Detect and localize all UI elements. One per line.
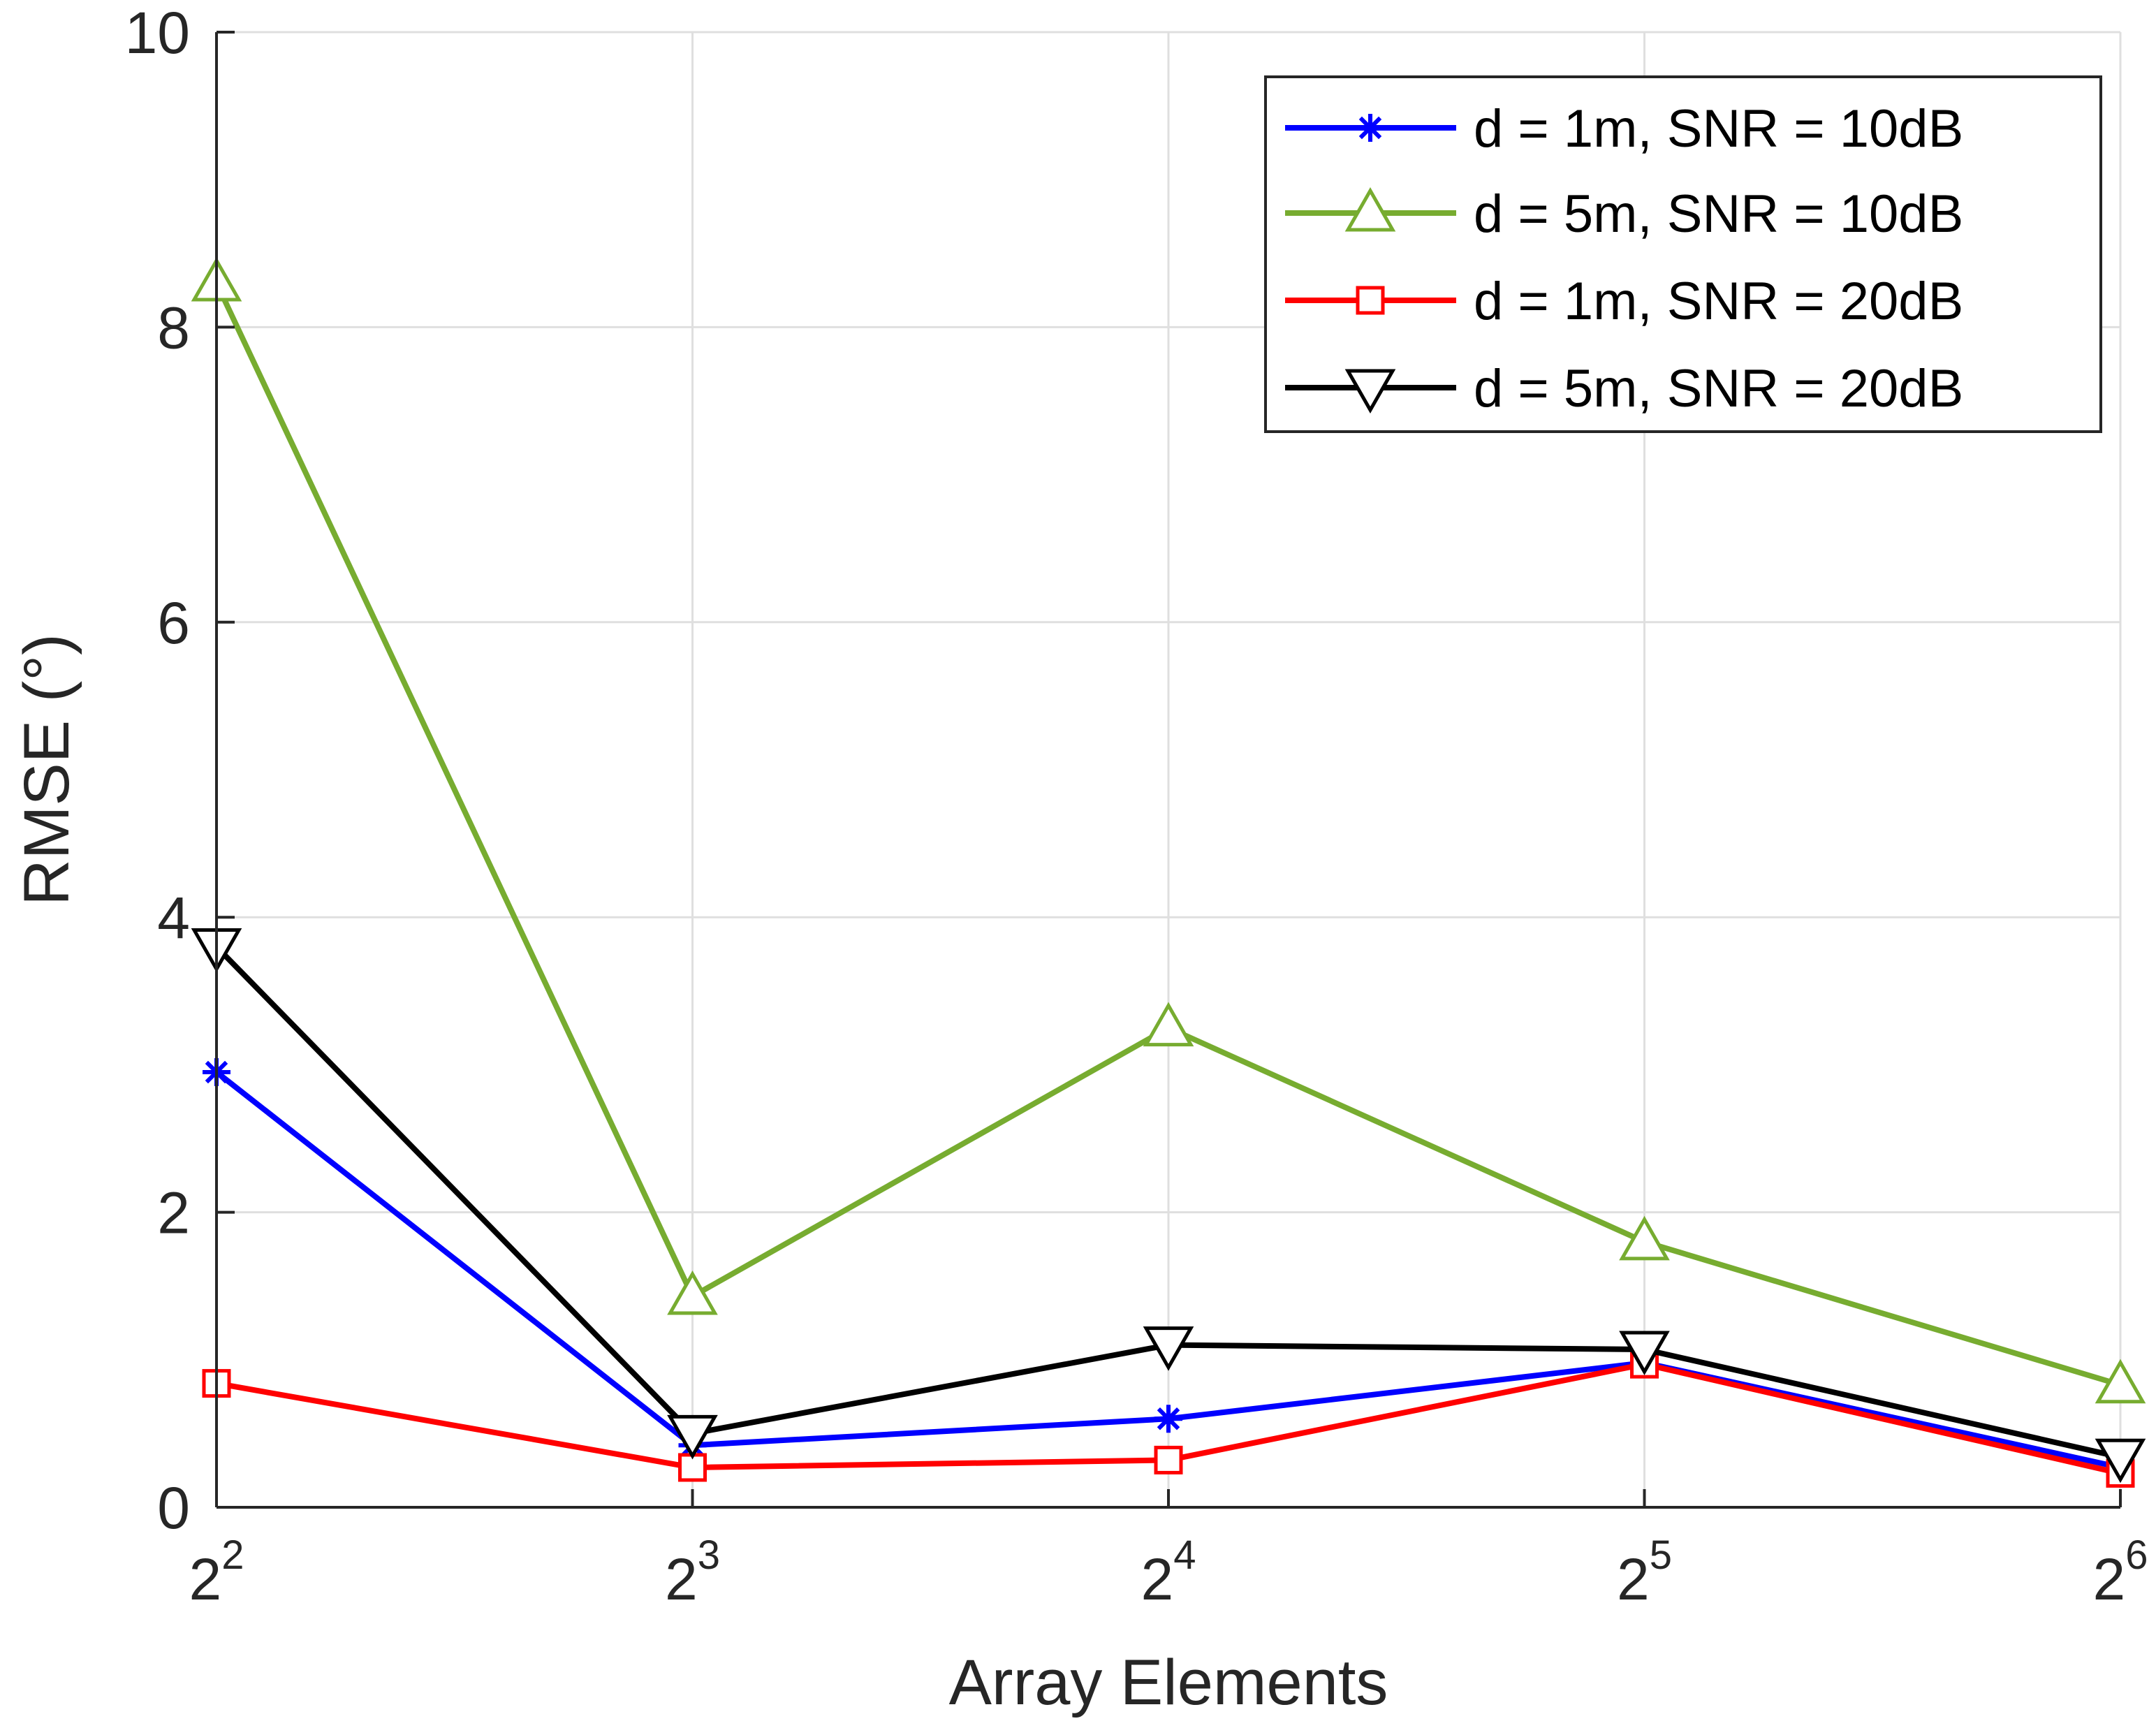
- data-point: [667, 1414, 718, 1460]
- series-2: [191, 257, 2146, 1404]
- data-point: [667, 1270, 718, 1315]
- y-tick-label: 2: [157, 1180, 190, 1246]
- data-point: [678, 1453, 707, 1482]
- y-tick-label: 8: [157, 295, 190, 360]
- legend-box: [1264, 75, 2102, 433]
- legend-item: d = 5m, SNR = 20dB: [1285, 359, 1963, 418]
- data-point: [1154, 1405, 1182, 1433]
- x-tick-label: 26: [2093, 1532, 2148, 1612]
- legend-marker: [1344, 186, 1396, 232]
- data-point: [1143, 1326, 1194, 1371]
- y-tick-labels: 0 2 4 6 8 10: [125, 0, 190, 1541]
- legend-label: d = 1m, SNR = 20dB: [1474, 272, 1963, 331]
- x-tick-label: 23: [665, 1532, 720, 1612]
- legend-marker-stroke: [1358, 116, 1382, 140]
- y-tick-label: 10: [125, 0, 190, 66]
- legend-label: d = 5m, SNR = 10dB: [1474, 184, 1963, 244]
- legend-item: d = 1m, SNR = 10dB: [1285, 99, 1963, 159]
- legend-marker: [1344, 369, 1396, 414]
- axes: [215, 31, 2122, 1509]
- data-point: [1619, 1331, 1670, 1376]
- legend-item: d = 5m, SNR = 10dB: [1285, 184, 1963, 244]
- legend-label: d = 1m, SNR = 10dB: [1474, 99, 1963, 159]
- x-tick-label: 24: [1141, 1532, 1196, 1612]
- y-axis-label: RMSE (°): [11, 634, 82, 905]
- data-point: [1154, 1445, 1183, 1474]
- y-tick-label: 6: [157, 590, 190, 656]
- x-tick-label: 25: [1617, 1532, 1672, 1612]
- legend-label: d = 5m, SNR = 20dB: [1474, 359, 1963, 418]
- x-tick-label: 22: [189, 1532, 244, 1612]
- x-tick-labels: 22 23 24 25 26: [189, 1532, 2148, 1612]
- legend-item: d = 1m, SNR = 20dB: [1285, 272, 1963, 331]
- legend: d = 1m, SNR = 10dB d = 5m, SNR = 10dB d = …: [1264, 75, 2102, 433]
- data-point-stroke: [1157, 1407, 1180, 1430]
- legend-marker: [1356, 114, 1384, 142]
- x-axis-label: Array Elements: [949, 1647, 1388, 1718]
- legend-marker: [1356, 286, 1385, 315]
- data-point: [2095, 1438, 2146, 1484]
- data-point: [1143, 1002, 1194, 1047]
- y-tick-label: 4: [157, 885, 190, 951]
- y-tick-label: 0: [157, 1475, 190, 1541]
- data-point: [2095, 1359, 2146, 1404]
- data-point: [1619, 1215, 1670, 1261]
